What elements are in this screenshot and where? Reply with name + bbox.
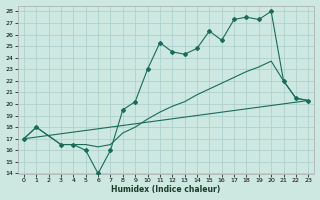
X-axis label: Humidex (Indice chaleur): Humidex (Indice chaleur) [111, 185, 221, 194]
